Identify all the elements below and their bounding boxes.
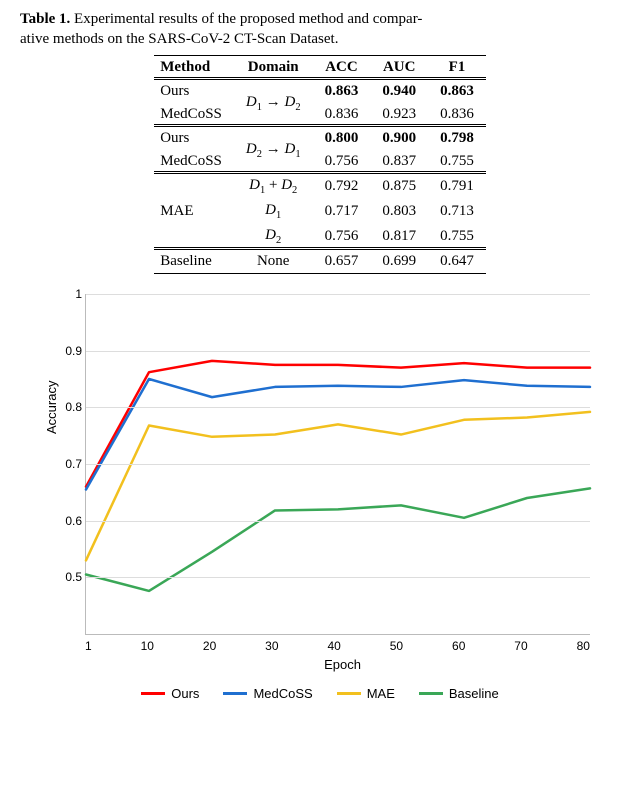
cell: Ours — [154, 127, 234, 151]
cell: 0.875 — [370, 174, 428, 200]
y-tick: 0.6 — [54, 514, 82, 528]
cell: 0.836 — [428, 103, 486, 127]
legend-medcoss: MedCoSS — [223, 686, 312, 701]
cell: 0.863 — [313, 80, 371, 104]
cell-domain: D1 → D2 — [234, 80, 313, 127]
cell: 0.699 — [370, 250, 428, 274]
accuracy-chart: Accuracy 0.50.60.70.80.91 1 10 20 30 40 50 60 7… — [40, 294, 600, 701]
table-header-row: Method Domain ACC AUC F1 — [154, 56, 486, 80]
chart-legend: Ours MedCoSS MAE Baseline — [40, 686, 600, 701]
x-tick: 1 — [85, 639, 92, 653]
cell: 0.755 — [428, 150, 486, 174]
table-row: Baseline None 0.657 0.699 0.647 — [154, 250, 486, 274]
cell: Baseline — [154, 250, 234, 274]
cell-domain: D1 + D2 — [234, 174, 313, 200]
table-row: Ours D2 → D1 0.800 0.900 0.798 — [154, 127, 486, 151]
x-tick: 30 — [265, 639, 278, 653]
cell: 0.863 — [428, 80, 486, 104]
y-tick: 0.9 — [54, 344, 82, 358]
cell: 0.792 — [313, 174, 371, 200]
cell: 0.803 — [370, 199, 428, 224]
x-tick: 20 — [203, 639, 216, 653]
legend-baseline: Baseline — [419, 686, 499, 701]
table-row: MAE D1 0.717 0.803 0.713 — [154, 199, 486, 224]
swatch-icon — [223, 692, 247, 695]
col-f1: F1 — [428, 56, 486, 80]
table-row: D2 0.756 0.817 0.755 — [154, 224, 486, 250]
table-row: Ours D1 → D2 0.863 0.940 0.863 — [154, 80, 486, 104]
cell: MAE — [154, 199, 234, 224]
y-tick: 0.7 — [54, 457, 82, 471]
cell: 0.900 — [370, 127, 428, 151]
cell: 0.756 — [313, 224, 371, 250]
cell: 0.791 — [428, 174, 486, 200]
cell: 0.923 — [370, 103, 428, 127]
cell: MedCoSS — [154, 150, 234, 174]
table-row: D1 + D2 0.792 0.875 0.791 — [154, 174, 486, 200]
cell: 0.755 — [428, 224, 486, 250]
cell: 0.647 — [428, 250, 486, 274]
chart-plot-area: Accuracy 0.50.60.70.80.91 — [85, 294, 590, 635]
cell: 0.717 — [313, 199, 371, 224]
legend-label: MedCoSS — [253, 686, 312, 701]
caption-label: Table 1. — [20, 11, 70, 27]
cell: 0.800 — [313, 127, 371, 151]
cell: 0.817 — [370, 224, 428, 250]
cell: 0.756 — [313, 150, 371, 174]
cell: 0.798 — [428, 127, 486, 151]
cell-domain: D2 — [234, 224, 313, 250]
cell-domain: D1 — [234, 199, 313, 224]
y-tick: 0.5 — [54, 570, 82, 584]
x-tick: 50 — [390, 639, 403, 653]
cell: 0.836 — [313, 103, 371, 127]
table-caption: Table 1. Experimental results of the pro… — [20, 10, 620, 49]
x-tick: 60 — [452, 639, 465, 653]
swatch-icon — [419, 692, 443, 695]
col-domain: Domain — [234, 56, 313, 80]
col-method: Method — [154, 56, 234, 80]
x-ticks: 1 10 20 30 40 50 60 70 80 — [85, 639, 590, 653]
x-tick: 70 — [514, 639, 527, 653]
col-auc: AUC — [370, 56, 428, 80]
col-acc: ACC — [313, 56, 371, 80]
caption-text-b: ative methods on the SARS-CoV-2 CT-Scan … — [20, 31, 338, 47]
x-tick: 40 — [327, 639, 340, 653]
cell: 0.940 — [370, 80, 428, 104]
table-row: MedCoSS 0.836 0.923 0.836 — [154, 103, 486, 127]
x-axis-label: Epoch — [85, 657, 600, 672]
legend-label: Ours — [171, 686, 199, 701]
caption-text-a: Experimental results of the proposed met… — [74, 11, 422, 27]
cell: None — [234, 250, 313, 274]
legend-ours: Ours — [141, 686, 199, 701]
y-tick: 1 — [54, 287, 82, 301]
x-tick: 80 — [577, 639, 590, 653]
results-table: Method Domain ACC AUC F1 Ours D1 → D2 0.… — [154, 55, 486, 274]
cell: 0.713 — [428, 199, 486, 224]
cell — [154, 224, 234, 250]
legend-label: MAE — [367, 686, 395, 701]
legend-label: Baseline — [449, 686, 499, 701]
y-tick: 0.8 — [54, 400, 82, 414]
cell-domain: D2 → D1 — [234, 127, 313, 174]
swatch-icon — [337, 692, 361, 695]
x-tick: 10 — [141, 639, 154, 653]
cell — [154, 174, 234, 200]
cell: 0.657 — [313, 250, 371, 274]
table-row: MedCoSS 0.756 0.837 0.755 — [154, 150, 486, 174]
cell: MedCoSS — [154, 103, 234, 127]
cell: Ours — [154, 80, 234, 104]
legend-mae: MAE — [337, 686, 395, 701]
swatch-icon — [141, 692, 165, 695]
cell: 0.837 — [370, 150, 428, 174]
